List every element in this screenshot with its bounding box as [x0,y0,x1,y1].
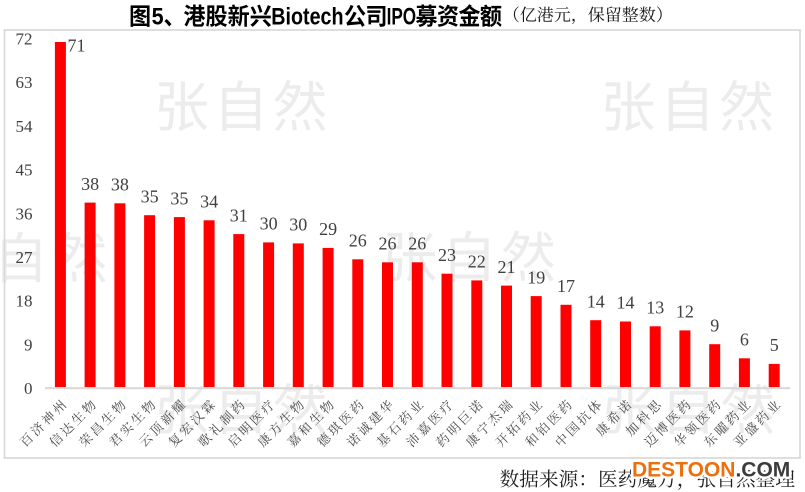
svg-text:30: 30 [289,215,307,235]
svg-text:26: 26 [379,234,397,254]
svg-text:17: 17 [557,276,575,296]
svg-text:9: 9 [710,315,719,335]
svg-text:26: 26 [408,234,426,254]
svg-text:6: 6 [740,330,749,350]
svg-text:12: 12 [676,302,694,322]
svg-text:23: 23 [438,245,456,265]
svg-text:14: 14 [617,293,635,313]
svg-text:22: 22 [468,252,486,272]
svg-text:54: 54 [16,117,34,136]
svg-text:45: 45 [16,161,33,180]
svg-text:DESTOON.COM: DESTOON.COM [632,458,790,481]
svg-text:13: 13 [646,298,664,318]
svg-text:35: 35 [170,188,188,208]
svg-text:19: 19 [527,267,545,287]
svg-text:31: 31 [230,205,248,225]
svg-text:36: 36 [16,204,33,223]
svg-text:21: 21 [498,257,516,277]
svg-text:Biotech: Biotech [271,4,343,31]
svg-text:72: 72 [16,30,33,49]
svg-text:IPO: IPO [387,4,417,31]
svg-text:29: 29 [319,219,337,239]
svg-text:9: 9 [24,335,33,354]
svg-text:30: 30 [260,214,278,234]
svg-text:0: 0 [24,379,33,398]
svg-text:5: 5 [152,4,164,31]
svg-text:18: 18 [16,292,33,311]
svg-text:63: 63 [16,73,33,92]
svg-text:38: 38 [111,175,129,195]
svg-text:26: 26 [349,231,367,251]
svg-text:5: 5 [770,335,779,355]
svg-text:14: 14 [587,291,605,311]
svg-text:38: 38 [81,174,99,194]
svg-text:34: 34 [200,192,218,212]
svg-text:35: 35 [141,186,159,206]
svg-text:71: 71 [68,36,86,56]
svg-text:27: 27 [16,248,34,267]
